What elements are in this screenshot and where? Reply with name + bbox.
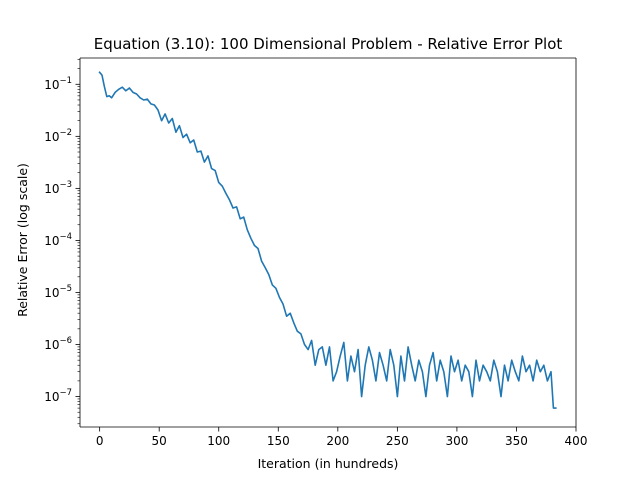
y-tick-label: 10−1	[44, 76, 72, 92]
y-tick-exponent: −7	[59, 388, 72, 398]
x-axis-label: Iteration (in hundreds)	[258, 456, 399, 471]
x-tick-label: 250	[386, 434, 409, 448]
y-tick-base: 10	[44, 182, 59, 196]
x-tick-label: 0	[96, 434, 104, 448]
y-tick-exponent: −2	[59, 128, 72, 138]
y-tick-base: 10	[44, 130, 59, 144]
x-tick-label: 100	[207, 434, 230, 448]
y-tick-label: 10−4	[44, 232, 72, 248]
x-tick-label: 150	[267, 434, 290, 448]
x-tick-label: 300	[445, 434, 468, 448]
y-tick-base: 10	[44, 338, 59, 352]
y-tick-base: 10	[44, 234, 59, 248]
y-tick-exponent: −4	[59, 232, 72, 242]
y-tick-exponent: −6	[59, 336, 72, 346]
y-tick-exponent: −3	[59, 180, 72, 190]
x-tick-label: 200	[326, 434, 349, 448]
chart-title: Equation (3.10): 100 Dimensional Problem…	[94, 35, 563, 53]
y-axis-label: Relative Error (log scale)	[15, 163, 30, 317]
y-tick-label: 10−7	[44, 388, 72, 404]
y-tick-base: 10	[44, 286, 59, 300]
y-tick-label: 10−2	[44, 128, 72, 144]
x-axis-ticks: 0 50 100 150 200 250 300 350 400	[96, 427, 588, 448]
y-tick-base: 10	[44, 390, 59, 404]
y-tick-label: 10−3	[44, 180, 72, 196]
plot-area	[98, 71, 557, 409]
y-tick-label: 10−5	[44, 284, 72, 300]
series-line	[98, 71, 557, 409]
y-axis-ticks: 10−110−210−310−410−510−610−7	[44, 59, 80, 425]
x-tick-label: 350	[505, 434, 528, 448]
x-tick-label: 400	[565, 434, 588, 448]
y-tick-base: 10	[44, 78, 59, 92]
y-tick-exponent: −5	[59, 284, 72, 294]
x-tick-label: 50	[152, 434, 167, 448]
y-tick-exponent: −1	[59, 76, 72, 86]
y-tick-label: 10−6	[44, 336, 72, 352]
